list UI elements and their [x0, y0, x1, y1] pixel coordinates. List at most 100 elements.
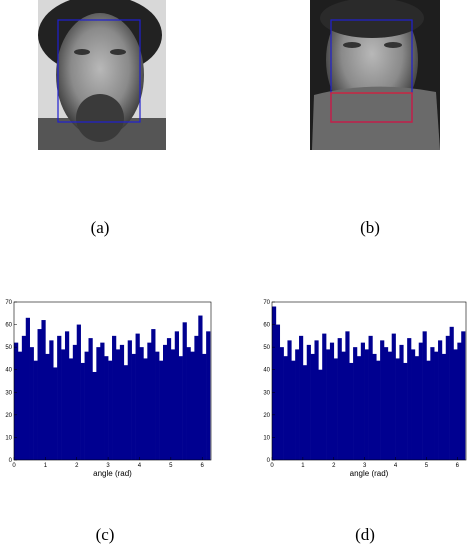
bar	[131, 353, 136, 460]
bar	[438, 340, 443, 460]
bar	[206, 331, 211, 460]
y-tick-label: 20	[5, 413, 12, 419]
bar	[84, 351, 89, 460]
bar	[275, 324, 281, 460]
bar	[37, 329, 42, 460]
bar	[76, 324, 81, 460]
bar	[411, 349, 416, 460]
bar	[272, 306, 277, 460]
bar	[21, 335, 27, 460]
bar	[186, 347, 191, 460]
bar	[166, 338, 172, 460]
x-tick-label: 1	[44, 463, 48, 469]
bar	[45, 353, 50, 460]
x-tick-label: 3	[106, 463, 110, 469]
bar	[380, 340, 385, 460]
bar	[333, 358, 338, 460]
x-tick-label: 2	[75, 463, 79, 469]
bar	[17, 351, 23, 460]
bar	[310, 353, 315, 460]
bar	[159, 360, 164, 460]
y-tick-label: 40	[5, 368, 12, 374]
bar	[387, 351, 393, 460]
bar	[57, 335, 62, 460]
bar	[115, 349, 121, 460]
bar	[119, 344, 125, 460]
bar	[337, 338, 342, 460]
bar	[414, 356, 420, 460]
bar	[279, 347, 284, 460]
x-tick-label: 4	[394, 463, 398, 469]
bar	[178, 356, 183, 460]
y-tick-label: 10	[5, 435, 12, 441]
face-image-a	[38, 0, 166, 150]
bar	[127, 340, 132, 460]
y-tick-label: 30	[5, 390, 12, 396]
x-tick-label: 4	[138, 463, 142, 469]
bar	[322, 333, 327, 460]
caption: (c)	[96, 525, 115, 544]
bar	[198, 315, 203, 460]
bar	[345, 331, 350, 460]
bar	[104, 356, 109, 460]
bar	[139, 347, 144, 460]
x-tick-label: 3	[363, 463, 367, 469]
bar	[143, 358, 148, 460]
bar	[72, 344, 78, 460]
bar	[453, 349, 458, 460]
bar	[399, 344, 404, 460]
bar	[53, 367, 58, 460]
caption: (b)	[360, 218, 380, 237]
bar	[41, 320, 46, 460]
bar	[25, 317, 30, 460]
bar	[190, 351, 195, 460]
axes-frame	[13, 301, 212, 461]
y-tick-label: 40	[263, 368, 270, 374]
y-tick-label: 0	[267, 458, 271, 464]
bar	[283, 356, 288, 460]
bar	[364, 349, 369, 460]
y-tick-label: 0	[9, 458, 13, 464]
bar	[418, 342, 423, 460]
bar	[407, 338, 412, 460]
bar	[92, 371, 97, 460]
bar	[341, 351, 346, 460]
y-tick-label: 20	[263, 413, 270, 419]
x-tick-label: 5	[169, 463, 173, 469]
caption: (a)	[91, 218, 110, 237]
bar	[194, 335, 199, 460]
bar	[174, 331, 179, 460]
bar	[376, 360, 381, 460]
bar	[163, 344, 168, 460]
bar	[372, 353, 377, 460]
bar	[147, 342, 152, 460]
x-axis-label: angle (rad)	[350, 469, 389, 478]
bar	[353, 347, 358, 460]
bar	[108, 360, 113, 460]
bar	[395, 358, 400, 460]
y-tick-label: 70	[263, 300, 270, 306]
y-tick-label: 60	[5, 323, 12, 329]
bar	[314, 340, 319, 460]
bar	[356, 356, 362, 460]
bar	[68, 358, 74, 460]
bar	[306, 344, 311, 460]
bar	[360, 342, 365, 460]
bar	[302, 365, 308, 460]
bar	[155, 351, 160, 460]
bar	[33, 360, 38, 460]
x-tick-label: 2	[332, 463, 336, 469]
bar	[151, 329, 156, 460]
bar	[430, 347, 435, 460]
bar	[202, 353, 207, 460]
bar	[449, 326, 454, 460]
y-tick-label: 30	[263, 390, 270, 396]
bar	[383, 347, 389, 460]
bar	[135, 333, 140, 460]
bar	[422, 331, 427, 460]
y-tick-label: 50	[263, 345, 270, 351]
bar	[61, 349, 66, 460]
x-tick-label: 0	[12, 463, 16, 469]
bar	[112, 335, 117, 460]
